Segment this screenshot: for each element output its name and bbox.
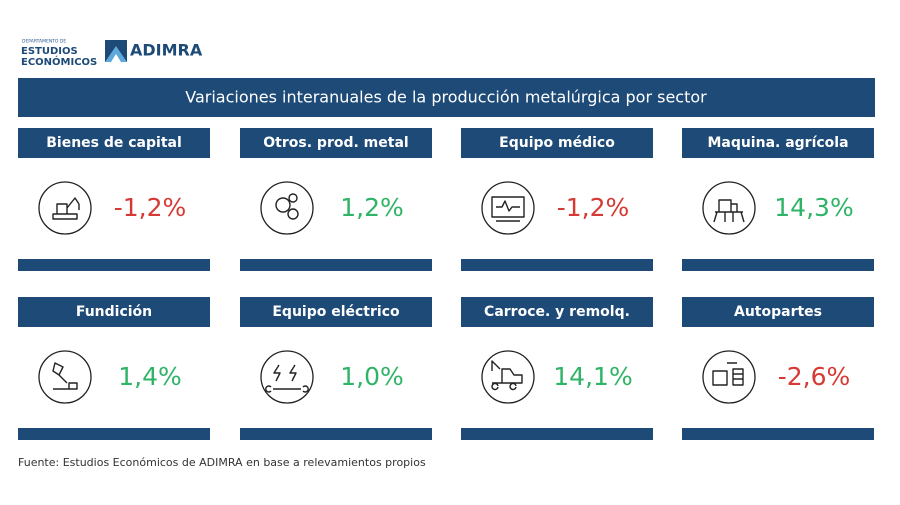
- brand-name: ADIMRA: [130, 41, 203, 60]
- sector-card: Fundición 1,4%: [18, 297, 210, 440]
- sector-icon: [713, 199, 745, 223]
- card-header: [461, 297, 653, 327]
- icon-circle: [702, 181, 756, 235]
- card-footer-bar: [18, 428, 210, 440]
- icon-circle: [260, 350, 314, 404]
- sector-value: -2,6%: [778, 362, 851, 391]
- icon-circle: [38, 181, 92, 235]
- footer: Fuente: Estudios Económicos de ADIMRA en…: [18, 456, 426, 469]
- sector-value: 14,1%: [553, 362, 632, 391]
- sector-card: Carroce. y remolq. 14,1%: [461, 297, 653, 440]
- card-header: [18, 128, 210, 158]
- card-footer-bar: [682, 259, 874, 271]
- logo-text: ECONÓMICOS: [21, 55, 97, 68]
- sector-card: Otros. prod. metal 1,2%: [240, 128, 432, 271]
- sector-value: 14,3%: [774, 193, 853, 222]
- sector-icon: [275, 193, 299, 220]
- card-footer-bar: [682, 428, 874, 440]
- icon-circle: [702, 350, 756, 404]
- sector-icon: [491, 360, 523, 391]
- sector-icon: [265, 364, 309, 393]
- sector-value: -1,2%: [557, 193, 630, 222]
- card-label: Autopartes: [734, 304, 822, 320]
- icon-circle: [260, 181, 314, 235]
- card-footer-bar: [461, 428, 653, 440]
- icon-circle: [481, 181, 535, 235]
- title: Variaciones interanuales de la producció…: [185, 88, 707, 107]
- sector-card: Maquina. agrícola 14,3%: [682, 128, 874, 271]
- sector-icon: [52, 197, 80, 220]
- card-footer-bar: [461, 259, 653, 271]
- brand-logo: [105, 40, 127, 62]
- logo-text: ESTUDIOS: [21, 46, 78, 57]
- sector-icon: [52, 362, 78, 390]
- card-header: [461, 128, 653, 158]
- sector-icon: [712, 362, 744, 386]
- icon-circle: [38, 350, 92, 404]
- sector-card: Equipo eléctrico 1,0%: [240, 297, 432, 440]
- sector-card: Equipo médico -1,2%: [461, 128, 653, 271]
- sector-value: 1,2%: [340, 193, 404, 222]
- card-label: Maquina. agrícola: [707, 135, 848, 151]
- sector-icon: [491, 196, 525, 222]
- card-footer-bar: [18, 259, 210, 271]
- sector-card: Bienes de capital -1,2%: [18, 128, 210, 271]
- icon-circle: [481, 350, 535, 404]
- card-label: Fundición: [76, 304, 152, 320]
- logo-small-text: DEPARTAMENTO DE: [22, 39, 66, 45]
- card-label: Bienes de capital: [46, 135, 182, 151]
- card-header: [240, 297, 432, 327]
- card-header: [682, 128, 874, 158]
- card-footer-bar: [240, 428, 432, 440]
- card-label: Equipo eléctrico: [272, 304, 400, 320]
- card-footer-bar: [240, 259, 432, 271]
- sector-value: 1,0%: [340, 362, 404, 391]
- card-header: [18, 297, 210, 327]
- card-label: Carroce. y remolq.: [484, 304, 630, 320]
- card-header: [682, 297, 874, 327]
- card-label: Equipo médico: [499, 135, 615, 151]
- card-header: [240, 128, 432, 158]
- title-bar: [18, 78, 875, 117]
- sector-value: 1,4%: [118, 362, 182, 391]
- card-label: Otros. prod. metal: [263, 135, 408, 151]
- sector-value: -1,2%: [114, 193, 187, 222]
- sector-card: Autopartes -2,6%: [682, 297, 874, 440]
